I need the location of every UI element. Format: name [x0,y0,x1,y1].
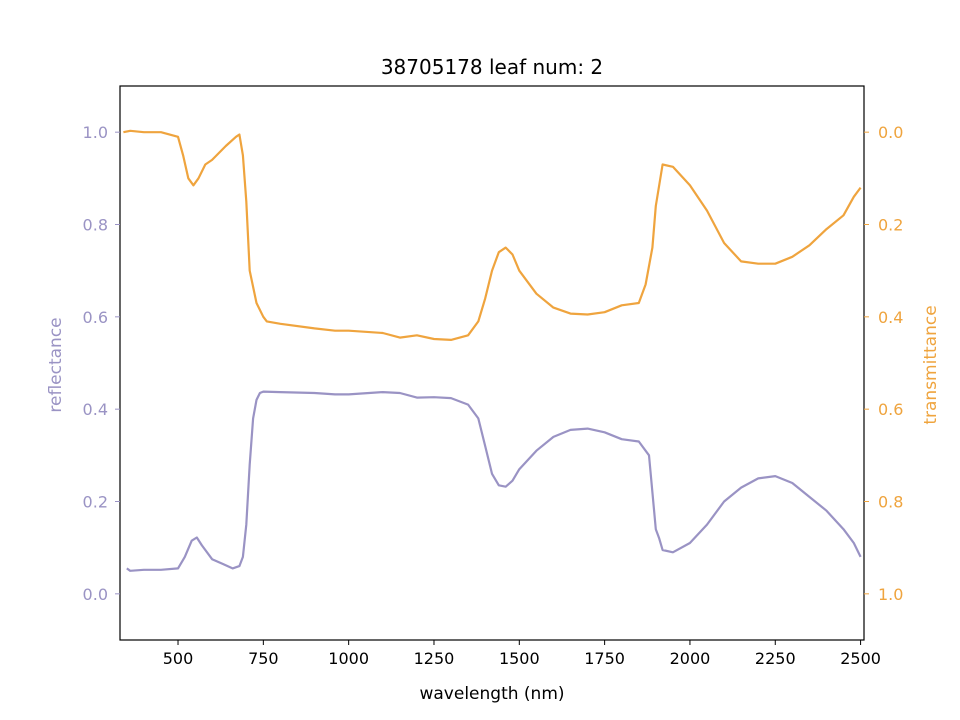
x-tick-label: 2250 [755,649,796,668]
x-tick-label: 1250 [414,649,455,668]
right-axis-title: transmittance [921,305,941,424]
x-tick-label: 1000 [328,649,369,668]
x-tick-label: 500 [163,649,194,668]
left-tick-label: 0.0 [83,585,108,604]
right-axis: 0.0 0.2 0.4 0.6 0.8 1.0 [864,123,903,604]
right-tick-label: 0.4 [878,308,903,327]
left-axis: 0.0 0.2 0.4 0.6 0.8 1.0 [83,123,120,604]
left-tick-label: 0.6 [83,308,108,327]
right-tick-label: 1.0 [878,585,903,604]
right-tick-label: 0.2 [878,216,903,235]
x-axis: 500 750 1000 1250 1500 1750 2000 2250 2500 [163,640,881,668]
left-tick-label: 0.4 [83,400,108,419]
plot-frame [119,85,865,641]
series-line-reflectance [126,390,862,572]
right-tick-label: 0.6 [878,400,903,419]
x-tick-label: 750 [248,649,279,668]
x-axis-title: wavelength (nm) [419,684,564,704]
series-line-transmittance [123,129,862,341]
x-tick-label: 1750 [584,649,625,668]
x-tick-label: 2500 [840,649,881,668]
left-tick-label: 0.2 [83,493,108,512]
left-tick-label: 0.8 [83,216,108,235]
x-tick-label: 1500 [499,649,540,668]
left-tick-label: 1.0 [83,123,108,142]
left-axis-title: reflectance [46,317,66,412]
right-tick-label: 0.0 [878,123,903,142]
right-tick-label: 0.8 [878,493,903,512]
x-tick-label: 2000 [670,649,711,668]
series-layer [123,129,862,572]
chart-title: 38705178 leaf num: 2 [381,55,603,79]
